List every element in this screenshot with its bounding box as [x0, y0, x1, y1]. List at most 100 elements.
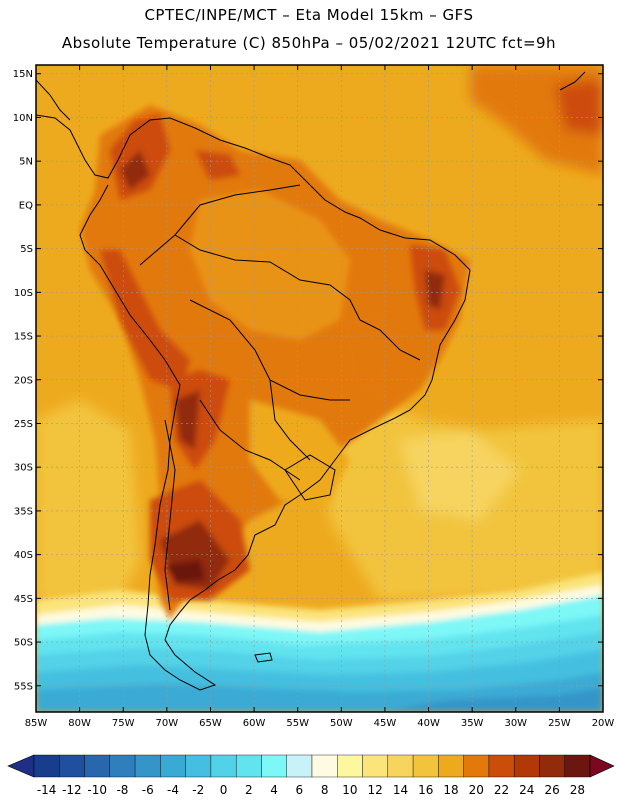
- lon-tick-label: 70W: [156, 718, 179, 729]
- colorbar-swatch: [513, 754, 540, 778]
- colorbar-label: 4: [270, 783, 278, 797]
- lat-tick-label: 45S: [14, 594, 33, 605]
- colorbar-label: -14: [37, 783, 57, 797]
- colorbar-swatch: [109, 754, 136, 778]
- temperature-field: [36, 65, 603, 712]
- lon-tick-label: 50W: [330, 718, 353, 729]
- colorbar-label: -4: [167, 783, 179, 797]
- colorbar-swatch: [235, 754, 262, 778]
- colorbar-label: 18: [443, 783, 458, 797]
- border-colombia: [139, 184, 301, 266]
- lat-tick-label: 5S: [20, 244, 33, 255]
- colorbar-swatch: [488, 754, 515, 778]
- colorbar-label: 10: [342, 783, 357, 797]
- andes-bolivia-hot: [170, 370, 230, 470]
- lat-tick-label: 15N: [13, 69, 33, 80]
- colorbar-swatch: [463, 754, 490, 778]
- lon-tick-label: 40W: [417, 718, 440, 729]
- lon-tick-label: 25W: [548, 718, 571, 729]
- band-minus6c: [380, 688, 603, 712]
- colorbar-swatch: [311, 754, 338, 778]
- lat-tick-label: 40S: [14, 550, 33, 561]
- border-peru-brazil: [174, 234, 361, 321]
- colorbar-swatch: [362, 754, 389, 778]
- coastlines-and-borders: [36, 71, 586, 691]
- lon-tick-label: 30W: [504, 718, 527, 729]
- lat-tick-label: 20S: [14, 375, 33, 386]
- colorbar-swatch: [539, 754, 565, 778]
- colorbar-label: 20: [469, 783, 484, 797]
- colorbar-label: 22: [494, 783, 509, 797]
- colorbar-label: 24: [519, 783, 534, 797]
- longitude-axis: 85W 80W 75W 70W 65W 60W 55W 50W 45W 40W 35W 30W 25W 2…: [25, 65, 615, 729]
- colorbar-swatch: [210, 754, 237, 778]
- colorbar-label: 26: [544, 783, 559, 797]
- colorbar-label: -6: [142, 783, 154, 797]
- central-america-coast: [36, 79, 71, 121]
- atacama-hottest: [175, 390, 200, 450]
- lon-tick-label: 80W: [68, 718, 91, 729]
- colorbar-label: 16: [418, 783, 433, 797]
- lat-tick-label: 10S: [14, 288, 33, 299]
- lon-tick-label: 60W: [243, 718, 266, 729]
- colorbar-label: 2: [245, 783, 253, 797]
- pacific-yellow-band: [36, 400, 140, 600]
- lat-tick-label: EQ: [19, 200, 33, 211]
- colorbar-swatch: [59, 754, 85, 778]
- colorbar-swatch: [134, 754, 161, 778]
- south-america-coastline: [36, 114, 471, 691]
- colorbar-swatch: [160, 754, 186, 778]
- colorbar-label: 6: [296, 783, 304, 797]
- colorbar-overflow-arrow: [589, 754, 615, 778]
- colorbar-label: 8: [321, 783, 329, 797]
- patagonia-max-28c: [165, 560, 205, 582]
- colorbar-swatch: [564, 754, 591, 778]
- border-brazil-states: [359, 319, 421, 361]
- lon-tick-label: 55W: [286, 718, 309, 729]
- colorbar-swatch: [337, 754, 363, 778]
- lat-tick-label: 5N: [19, 157, 33, 168]
- colorbar-swatch: [261, 754, 287, 778]
- ne-brazil-hottest: [425, 270, 445, 310]
- lon-tick-label: 45W: [374, 718, 397, 729]
- latitude-axis: 15N 10N 5N EQ 5S 10S 15S 20S 25S 30S 35S 40S 45S 50S 5…: [13, 69, 603, 692]
- falkland-islands: [254, 652, 273, 663]
- lon-tick-label: 65W: [199, 718, 222, 729]
- central-brazil-warm: [340, 310, 400, 400]
- colorbar-label: -2: [192, 783, 204, 797]
- chart-title-line2: Absolute Temperature (C) 850hPa – 05/02/…: [61, 34, 557, 52]
- colorbar-underflow-arrow: [7, 754, 35, 778]
- lon-tick-label: 20W: [592, 718, 615, 729]
- colorbar-label: -10: [87, 783, 107, 797]
- lon-tick-label: 35W: [461, 718, 484, 729]
- lon-tick-label: 75W: [112, 718, 135, 729]
- colorbar-swatch: [412, 754, 439, 778]
- colorbar-swatch: [84, 754, 111, 778]
- amazon-interior: [190, 190, 350, 340]
- atlantic-pale-patch: [400, 430, 520, 520]
- lat-tick-label: 50S: [14, 638, 33, 649]
- border-paraguay: [269, 379, 311, 461]
- venezuela-hot: [195, 150, 240, 180]
- lat-tick-label: 30S: [14, 463, 33, 474]
- caribbean-islands: [559, 71, 586, 91]
- colorbar-label: -8: [116, 783, 128, 797]
- atlantic-hot-patch: [555, 80, 603, 135]
- lat-tick-label: 35S: [14, 506, 33, 517]
- colorbar-swatch: [33, 754, 60, 778]
- colorbar-label: 12: [368, 783, 383, 797]
- border-argentina-north: [199, 399, 301, 481]
- colorbar-swatch: [438, 754, 464, 778]
- colorbar-swatch: [286, 754, 313, 778]
- colorbar-swatch: [387, 754, 414, 778]
- temperature-colorbar: -14 -12 -10 -8 -6 -4 -2 0 2 4 6 8 10 12 14 16 18 20 22 24 26…: [7, 754, 615, 797]
- colorbar-label: 28: [570, 783, 585, 797]
- border-uruguay: [284, 454, 336, 501]
- lon-tick-label: 85W: [25, 718, 48, 729]
- lat-tick-label: 15S: [14, 332, 33, 343]
- colorbar-swatch: [185, 754, 212, 778]
- colombia-hottest: [120, 150, 150, 190]
- colorbar-label: 14: [393, 783, 408, 797]
- colorbar-label: -12: [62, 783, 82, 797]
